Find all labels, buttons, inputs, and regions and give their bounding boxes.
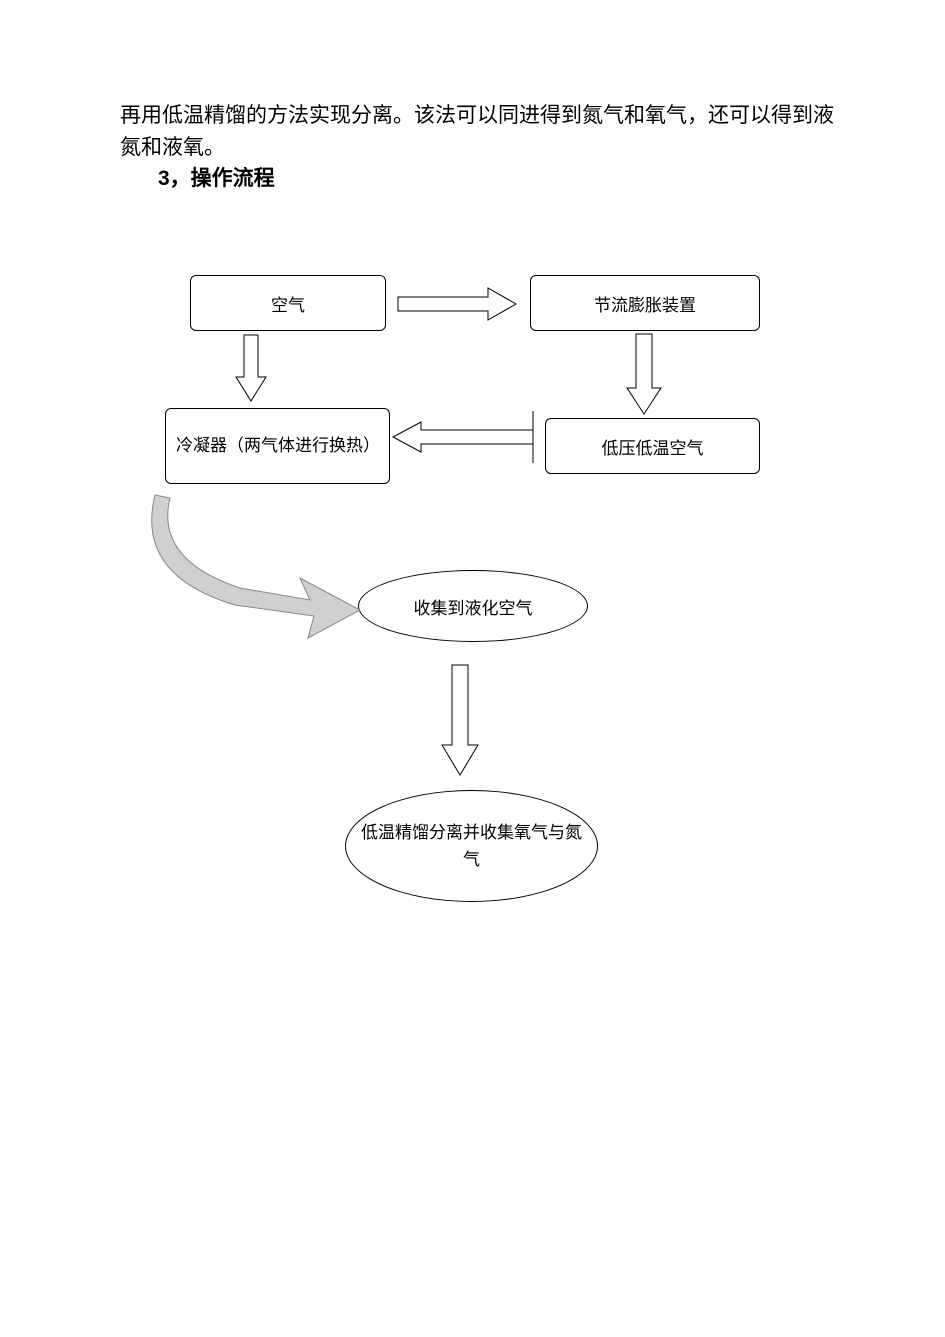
flowchart-arrows: [0, 0, 945, 1337]
node-collect: 收集到液化空气: [358, 570, 588, 642]
node-lowpressure-label: 低压低温空气: [602, 434, 704, 459]
node-throttle: 节流膨胀装置: [530, 275, 760, 331]
section-heading: 3，操作流程: [158, 163, 275, 195]
node-distill: 低温精馏分离并收集氧气与氮气: [345, 790, 598, 902]
node-air: 空气: [190, 275, 386, 331]
arrow-air-to-condenser: [236, 335, 266, 401]
node-condenser-label: 冷凝器（两气体进行换热）: [176, 432, 379, 459]
node-distill-label: 低温精馏分离并收集氧气与氮气: [356, 819, 587, 873]
arrow-lowpressure-to-condenser: [393, 411, 533, 463]
node-lowpressure: 低压低温空气: [545, 418, 760, 474]
node-air-label: 空气: [271, 291, 305, 316]
arrow-collect-to-distill: [442, 665, 478, 775]
page: 再用低温精馏的方法实现分离。该法可以同进得到氮气和氧气，还可以得到液氮和液氧。 …: [0, 0, 945, 1337]
arrow-throttle-to-lowpressure: [627, 334, 661, 414]
arrow-air-to-throttle: [398, 288, 516, 320]
node-collect-label: 收集到液化空气: [414, 594, 533, 619]
node-throttle-label: 节流膨胀装置: [594, 291, 696, 316]
arrow-condenser-to-collect: [152, 495, 360, 638]
node-condenser: 冷凝器（两气体进行换热）: [165, 408, 390, 484]
paragraph-1: 再用低温精馏的方法实现分离。该法可以同进得到氮气和氧气，还可以得到液氮和液氧。: [120, 100, 840, 163]
